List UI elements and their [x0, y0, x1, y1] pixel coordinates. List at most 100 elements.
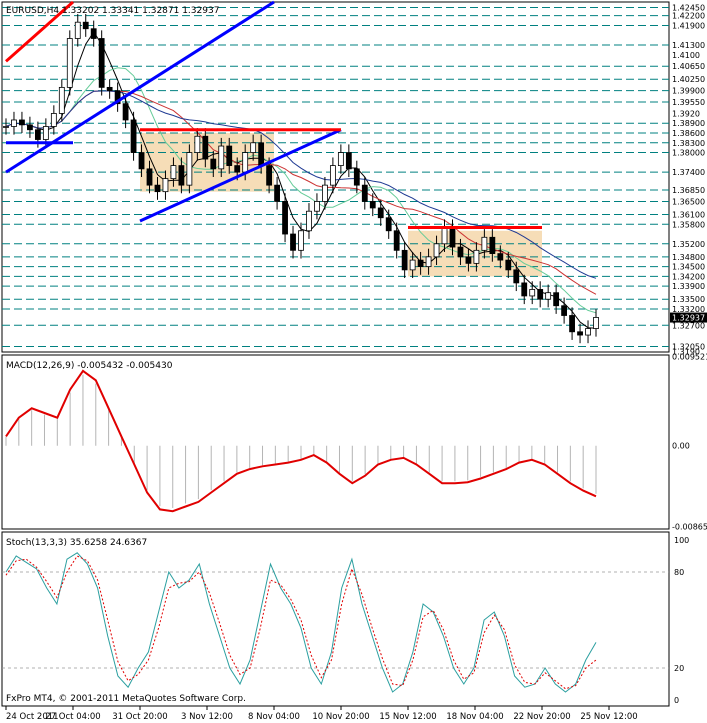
candle-body: [497, 253, 504, 261]
stoch-tick-label: 20: [674, 664, 684, 673]
price-tick-label: 1.38900: [672, 119, 705, 128]
price-tick-label: 1.42200: [672, 12, 705, 21]
time-tick-label: 3 Nov 12:00: [181, 712, 233, 722]
stoch-main-line: [5, 552, 597, 693]
candle-body: [82, 21, 89, 30]
candle-body: [146, 168, 153, 186]
candle-body: [258, 142, 265, 166]
candle-body: [569, 315, 575, 333]
candle-body: [393, 230, 400, 251]
price-tick-label: 1.33200: [672, 305, 705, 314]
candle-body: [266, 165, 273, 186]
candle-body: [250, 142, 257, 153]
candle-body: [545, 292, 552, 300]
candle-body: [449, 227, 456, 248]
candle-body: [561, 305, 568, 316]
candle-body: [218, 145, 225, 170]
macd-tick-label: 0.009521: [672, 353, 707, 362]
time-tick-label: 8 Nov 04:00: [248, 712, 300, 722]
candle-body: [154, 184, 161, 193]
candle-body: [66, 38, 73, 88]
price-label-bg: [670, 271, 707, 282]
candle-body: [178, 165, 185, 186]
trendline: [5, 0, 74, 63]
candle-body: [385, 217, 392, 232]
price-label-bg: [670, 303, 707, 314]
price-tick-label: 1.33900: [672, 282, 705, 291]
candle-body: [194, 135, 201, 153]
candle-body: [298, 230, 304, 251]
price-tick-label: 1.34200: [672, 272, 705, 281]
price-label-bg: [670, 118, 707, 129]
candle-body: [274, 184, 280, 202]
candle-body: [593, 317, 599, 329]
price-label-bg: [670, 238, 707, 249]
price-tick-label: 1.33500: [672, 295, 705, 304]
macd-panel-border: [1, 354, 670, 530]
macd-tick-label: 0.00: [672, 442, 690, 451]
price-label-bg: [670, 196, 707, 207]
candle-body: [433, 243, 440, 258]
candle-body: [441, 227, 448, 245]
candle-body: [465, 256, 472, 264]
time-tick-label: 22 Nov 20:00: [513, 712, 570, 722]
stoch-panel[interactable]: Stoch(13,3,3) 35.6258 24.6367 FxPro MT4,…: [1, 531, 670, 707]
time-tick-label: 24 Oct 2011: [6, 712, 59, 722]
price-tick-label: 1.35800: [672, 220, 705, 229]
symbol-header: EURUSD,H4 1.33202 1.33341 1.32871 1.3293…: [6, 6, 219, 16]
stoch-panel-border: [1, 531, 670, 707]
time-tick-label: 25 Nov 12:00: [580, 712, 637, 722]
candle-body: [210, 158, 217, 170]
trendlines[interactable]: [5, 0, 542, 230]
candle-body: [417, 259, 424, 268]
price-panel[interactable]: EURUSD,H4 1.33202 1.33341 1.32871 1.3293…: [1, 0, 670, 353]
price-label-bg: [670, 294, 707, 305]
macd-histogram: [5, 374, 597, 508]
candle-body: [473, 249, 480, 264]
candle-body: [345, 152, 352, 170]
price-tick-label: 1.32700: [672, 321, 705, 330]
stoch-tick-label: 0: [674, 696, 679, 705]
candle-body: [186, 152, 193, 186]
candle-body: [202, 135, 209, 160]
price-label-bg: [670, 85, 707, 96]
price-label-bg: [670, 281, 707, 292]
horizontal-levels: [2, 7, 669, 347]
candle-body: [162, 178, 169, 193]
candle-body: [505, 259, 512, 271]
price-tick-label: 1.34500: [672, 263, 705, 272]
price-label-bg: [670, 61, 707, 72]
candles: [3, 14, 599, 344]
price-tick-label: 1.41300: [672, 41, 705, 50]
price-tick-label: 1.41900: [672, 21, 705, 30]
candle-body: [337, 152, 344, 166]
price-label-bg: [670, 137, 707, 148]
candle-body: [122, 103, 129, 121]
time-tick-label: 15 Nov 12:00: [379, 712, 436, 722]
price-label-bg: [670, 261, 707, 272]
candle-body: [3, 126, 9, 128]
candle-body: [425, 256, 432, 268]
price-tick-label: 1.36500: [672, 197, 705, 206]
candle-body: [282, 201, 288, 235]
time-tick-label: 27 Oct 04:00: [45, 712, 100, 722]
candle-body: [138, 152, 145, 170]
candle-body: [226, 145, 233, 166]
trendline: [139, 128, 342, 223]
price-label-bg: [670, 320, 707, 331]
price-label-bg: [670, 219, 707, 230]
macd-axis: 0.009521 0.00 -0.008657: [672, 353, 707, 532]
price-tick-label: 1.4100: [672, 51, 700, 60]
candle-body: [489, 236, 496, 254]
macd-tick-label: -0.008657: [672, 523, 707, 532]
current-price-marker: [670, 312, 707, 323]
price-tick-label: 1.3190: [672, 347, 700, 356]
candle-body: [322, 184, 328, 202]
price-label-bg: [670, 147, 707, 158]
price-tick-label: 1.3920: [672, 109, 700, 118]
price-tick-label: 1.39900: [672, 87, 705, 96]
candle-body: [361, 184, 368, 202]
macd-panel[interactable]: MACD(12,26,9) -0.005432 -0.005430: [1, 354, 670, 530]
stoch-tick-label: 80: [674, 568, 684, 577]
